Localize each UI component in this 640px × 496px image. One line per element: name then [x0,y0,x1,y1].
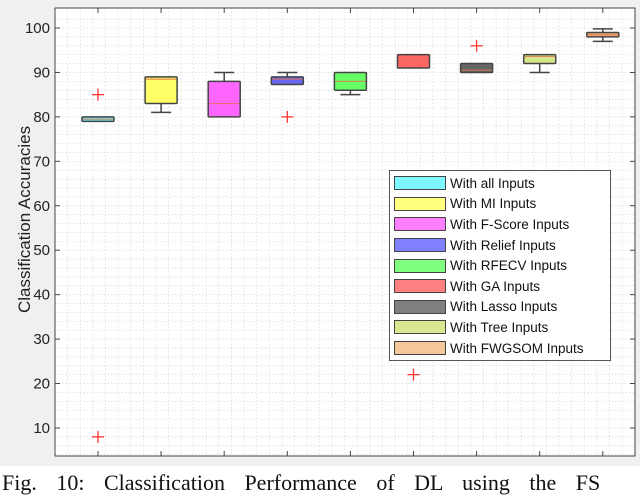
legend-swatch [394,341,446,356]
legend-label: With MI Inputs [450,196,537,212]
box-8 [522,53,557,74]
box-1 [81,88,115,443]
box-4 [270,71,305,123]
legend-swatch [394,196,446,211]
y-tick-label: 10 [33,420,50,437]
legend: With all Inputs With MI Inputs With F-Scor… [389,170,611,362]
y-tick-label: 80 [33,109,50,126]
y-tick-label: 20 [33,376,50,393]
y-tick-label: 50 [33,242,50,259]
axes-frame [54,7,636,457]
y-tick-label: 30 [33,331,50,348]
legend-swatch [394,258,446,273]
legend-label: With Lasso Inputs [450,299,558,315]
y-tick-label: 60 [33,198,50,215]
legend-item: With Relief Inputs [394,235,610,256]
legend-swatch [394,217,446,232]
legend-label: With Tree Inputs [450,319,549,335]
box-7 [459,39,494,74]
box-5 [333,71,368,96]
legend-swatch [394,299,446,314]
legend-item: With MI Inputs [394,194,610,215]
legend-label: With GA Inputs [450,278,541,294]
legend-item: With Tree Inputs [394,317,610,338]
legend-item: With Lasso Inputs [394,297,610,318]
legend-swatch [394,176,446,191]
legend-item: With F-Score Inputs [394,214,610,235]
legend-swatch [394,238,446,253]
figure-panel: 10 20 30 40 50 60 70 80 90 100 Classification Acc… [0,0,640,466]
y-axis-label: Classification Accuracies [15,125,34,313]
y-tick-label: 70 [33,153,50,170]
legend-label: With RFECV Inputs [450,258,568,274]
box-6 [396,53,431,381]
legend-label: With all Inputs [450,175,535,191]
box-3 [207,71,241,118]
box-2 [144,76,178,114]
legend-item: With GA Inputs [394,276,610,297]
figure-caption: Fig. 10: Classification Performance of D… [2,470,601,495]
legend-item: With all Inputs [394,173,610,194]
y-tick-label: 100 [25,20,50,37]
legend-swatch [394,279,446,294]
legend-label: With FWGSOM Inputs [450,340,584,356]
y-tick-label: 40 [33,287,50,304]
legend-label: With F-Score Inputs [450,216,570,232]
box-9 [586,28,620,43]
legend-swatch [394,320,446,335]
legend-label: With Relief Inputs [450,237,556,253]
legend-item: With FWGSOM Inputs [394,338,610,359]
legend-item: With RFECV Inputs [394,255,610,276]
y-tick-label: 90 [33,64,50,81]
